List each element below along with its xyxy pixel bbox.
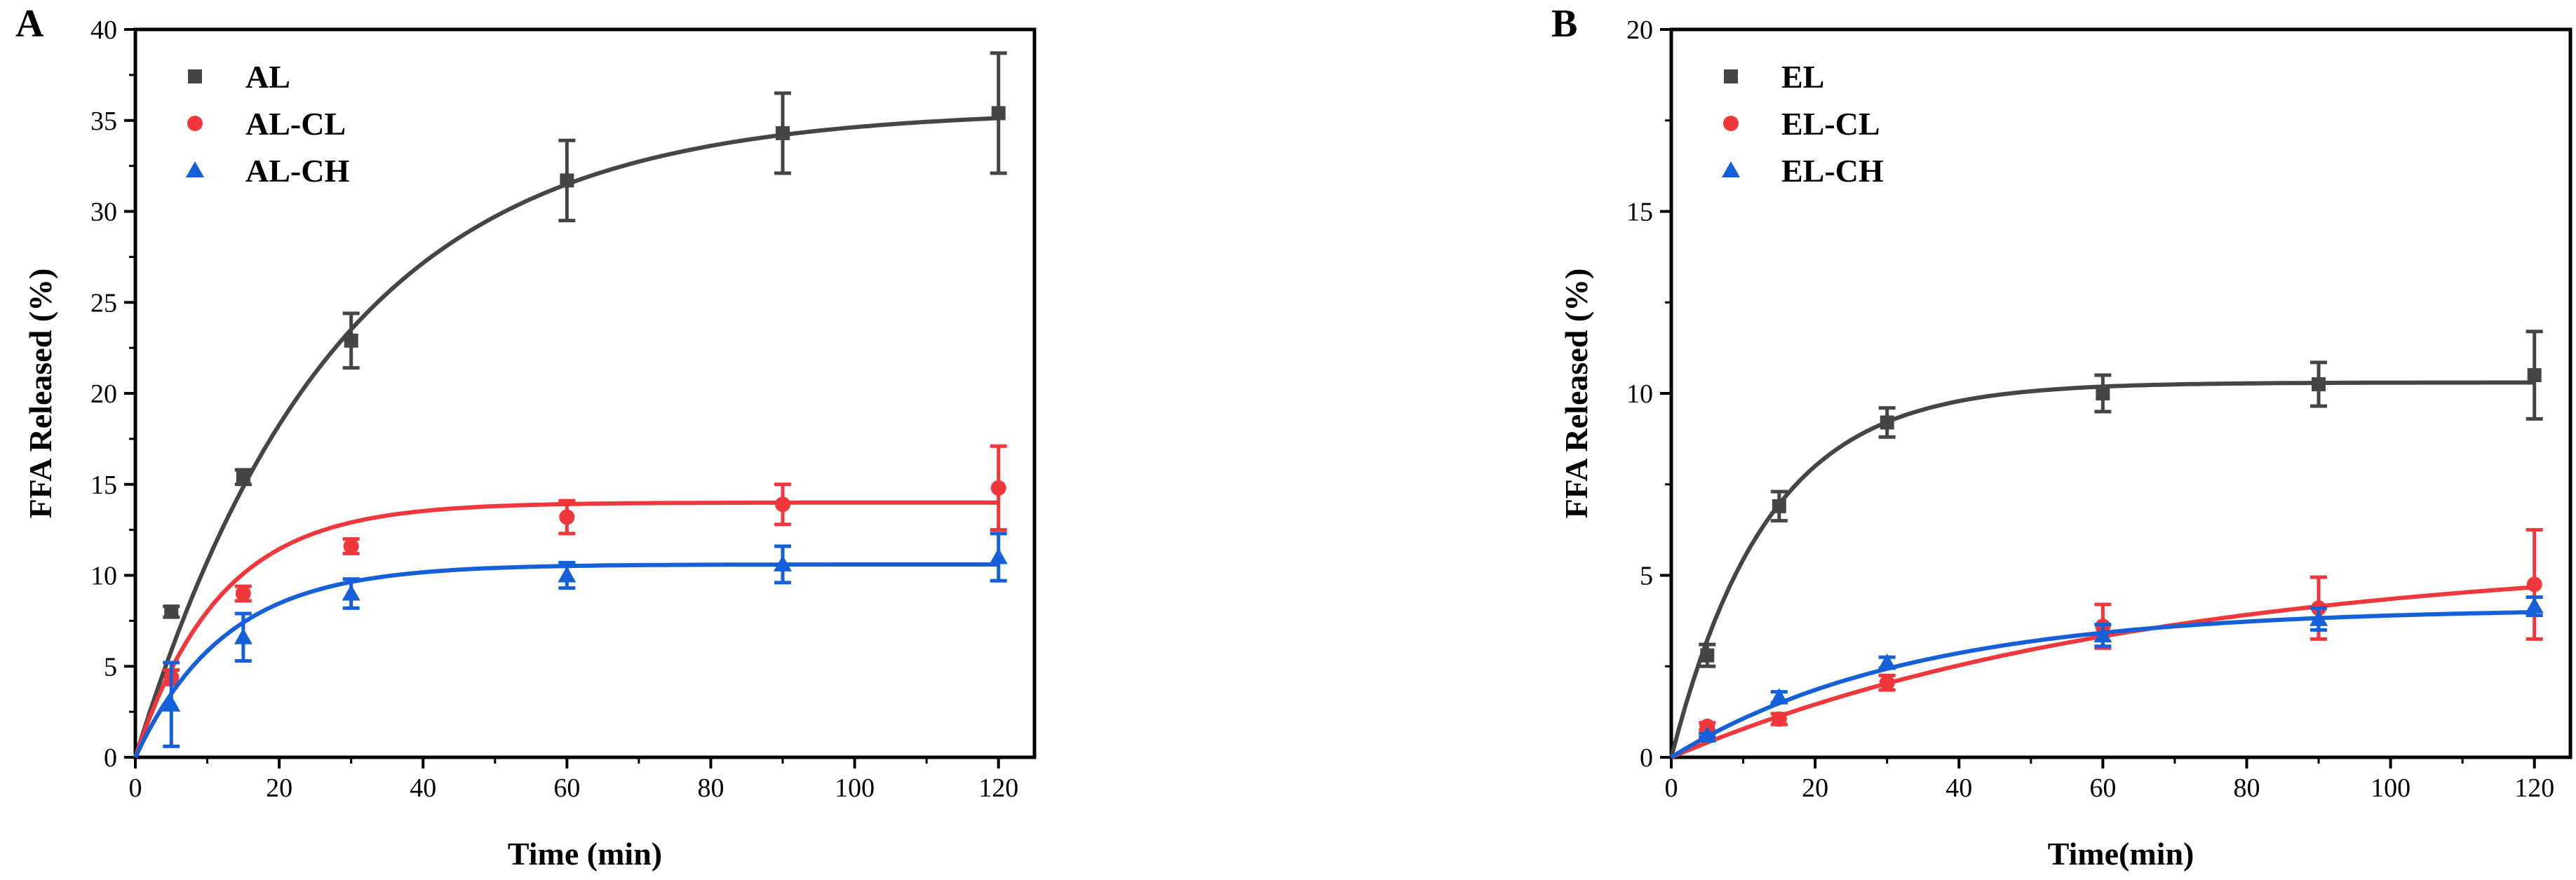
plot-area: [1669, 330, 2544, 759]
data-point-el: [2312, 377, 2326, 392]
x-tick-label: 80: [697, 773, 724, 803]
x-tick-label: 120: [2514, 773, 2554, 803]
x-tick-label: 0: [129, 773, 142, 803]
legend-label: EL: [1781, 59, 1824, 95]
x-tick-label: 40: [1946, 773, 1972, 803]
data-point-el: [2527, 368, 2542, 383]
series-al-cl: [133, 444, 1007, 758]
legend-marker-el-ch: [1722, 161, 1740, 177]
data-point-el-cl: [1771, 711, 1787, 727]
data-point-al-cl: [235, 585, 251, 602]
legend-marker-al-ch: [186, 161, 204, 177]
data-point-al-cl: [559, 509, 575, 525]
data-point-al: [344, 333, 358, 348]
data-point-el: [1700, 648, 1715, 663]
y-tick-label: 10: [90, 562, 117, 591]
x-tick-label: 100: [2371, 773, 2410, 803]
data-point-al: [236, 470, 250, 485]
legend-marker-al: [188, 69, 202, 83]
x-axis-title: Time (min): [508, 836, 662, 872]
series-al-ch: [133, 532, 1008, 759]
y-tick-label: 20: [1626, 15, 1653, 45]
y-tick-label: 10: [1626, 379, 1653, 409]
y-axis-title: FFA Released (%): [1558, 269, 1594, 519]
legend-label: AL-CH: [245, 153, 349, 189]
legend-marker-el: [1724, 69, 1738, 83]
data-point-el-ch: [1769, 688, 1788, 705]
series-al: [133, 51, 1007, 758]
fit-curve-al-ch: [133, 562, 999, 759]
panel-b: B 0 20 40 60 80 100 120 0 5 10 15 20 Time(min) FFA Rel…: [1551, 2, 2572, 872]
data-point-al-cl: [990, 480, 1006, 496]
legend: AL AL-CL AL-CH: [186, 59, 349, 189]
x-tick-label: 60: [553, 773, 580, 803]
legend-label: EL-CH: [1781, 153, 1884, 189]
x-tick-label: 100: [835, 773, 875, 803]
y-tick-label: 40: [90, 15, 117, 45]
x-tick-label: 120: [978, 773, 1018, 803]
data-point-el-cl: [2526, 576, 2542, 593]
data-point-el-ch: [2093, 626, 2112, 643]
panel-letter: B: [1551, 2, 1577, 46]
fit-curve-el: [1669, 380, 2535, 758]
y-tick-label: 5: [104, 652, 117, 682]
x-tick-label: 0: [1665, 773, 1678, 803]
series-el-ch: [1670, 595, 2544, 759]
legend-label: AL-CL: [245, 106, 346, 142]
legend: EL EL-CL EL-CH: [1722, 59, 1884, 189]
data-point-el: [1880, 415, 1894, 430]
x-tick-label: 80: [2233, 773, 2260, 803]
series-el-cl: [1670, 528, 2543, 759]
data-point-el: [1772, 499, 1786, 513]
data-point-el-cl: [1879, 675, 1895, 691]
y-tick-label: 15: [90, 471, 117, 500]
panel-a: A 0 20 40 60 80 100 120 0 5 10 15 20 25 30 35 40 Time (mi…: [15, 2, 1037, 872]
x-tick-label: 20: [266, 773, 292, 803]
y-tick-label: 5: [1640, 562, 1653, 591]
data-point-al-cl: [775, 496, 791, 513]
y-axis-title: FFA Released (%): [22, 269, 58, 519]
data-point-al: [164, 604, 179, 619]
y-tick-label: 35: [90, 107, 117, 136]
x-tick-label: 60: [2089, 773, 2116, 803]
y-tick-label: 0: [1640, 743, 1653, 773]
data-point-al-ch: [234, 628, 252, 644]
data-point-al-ch: [774, 555, 793, 571]
y-tick-label: 20: [90, 379, 117, 409]
fit-curve-al-cl: [133, 500, 999, 758]
data-point-al-ch: [989, 548, 1008, 564]
plot-area: [133, 51, 1008, 759]
panel-letter: A: [15, 2, 44, 46]
data-point-al-cl: [343, 538, 359, 554]
data-point-al: [560, 173, 574, 188]
data-point-al-ch: [162, 695, 181, 712]
y-tick-label: 0: [104, 743, 117, 773]
y-tick-label: 30: [90, 198, 117, 227]
legend-label: EL-CL: [1781, 106, 1880, 142]
data-point-al-ch: [558, 566, 576, 583]
y-tick-label: 25: [90, 288, 117, 318]
data-point-al-ch: [342, 584, 360, 601]
data-point-el-ch: [2525, 597, 2544, 614]
data-point-al: [991, 106, 1006, 121]
data-point-el-ch: [1877, 654, 1896, 670]
data-point-el: [2096, 386, 2110, 400]
legend-marker-al-cl: [187, 116, 203, 131]
x-axis-title: Time(min): [2048, 836, 2194, 872]
x-tick-label: 40: [410, 773, 436, 803]
legend-label: AL: [245, 59, 290, 95]
data-point-el-ch: [2309, 609, 2328, 626]
x-tick-label: 20: [1802, 773, 1828, 803]
legend-marker-el-cl: [1723, 116, 1739, 131]
y-tick-label: 15: [1626, 198, 1653, 227]
series-el: [1669, 330, 2543, 758]
data-point-al: [776, 126, 790, 140]
data-point-el-ch: [1698, 726, 1717, 743]
